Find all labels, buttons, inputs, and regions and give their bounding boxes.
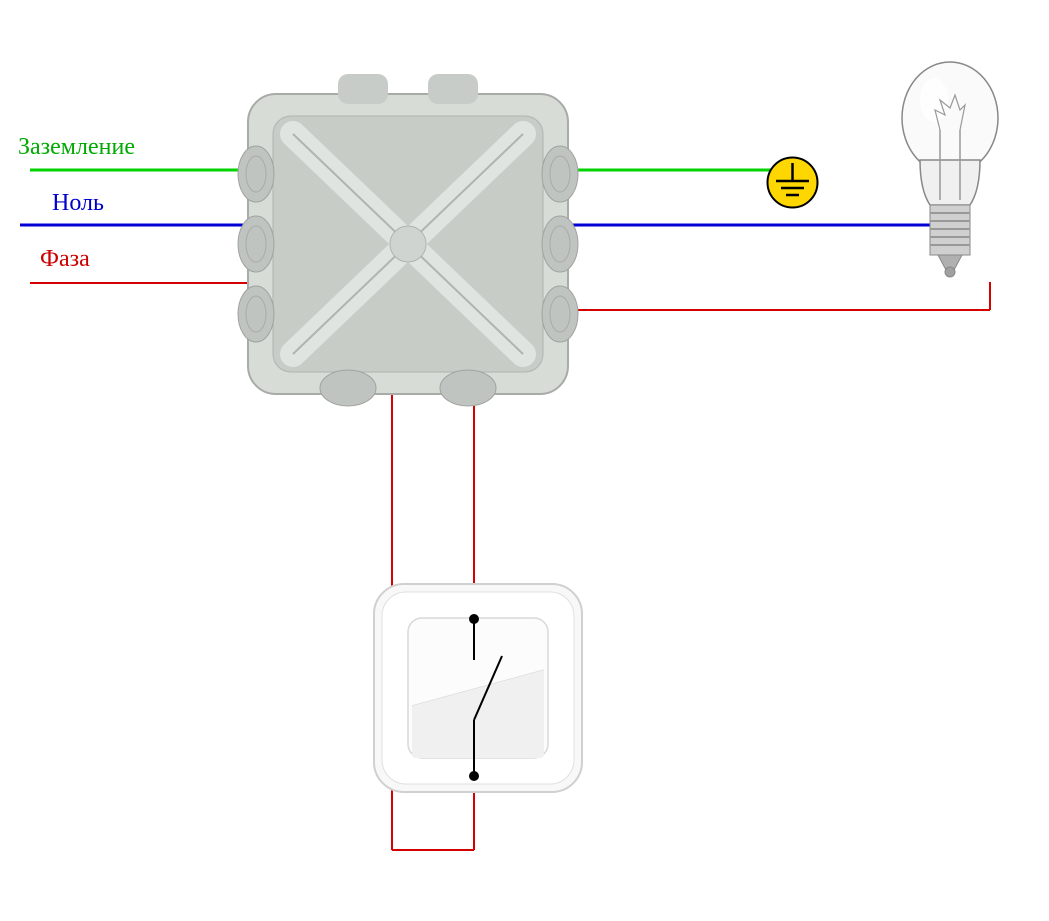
junction-box	[218, 44, 598, 424]
ground-symbol-icon	[765, 155, 820, 210]
wall-switch	[368, 578, 588, 798]
light-bulb-icon	[890, 60, 1010, 280]
